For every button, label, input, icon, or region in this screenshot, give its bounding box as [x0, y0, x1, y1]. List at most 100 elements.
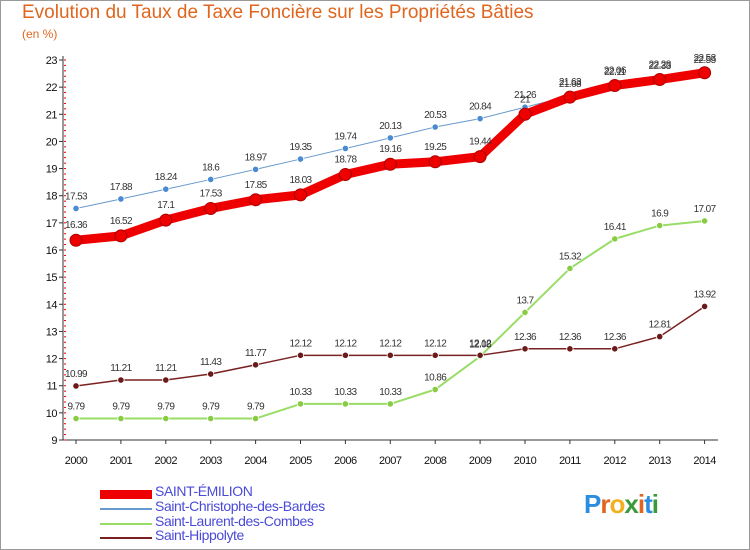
data-label: 17.53: [200, 188, 223, 199]
data-point: [476, 351, 484, 359]
x-tick-label: 2013: [648, 455, 671, 467]
data-label: 18.24: [155, 172, 178, 183]
data-label: 21.63: [559, 77, 582, 88]
data-label: 12.12: [334, 338, 357, 349]
data-label: 20.53: [424, 110, 447, 121]
data-point: [252, 165, 260, 173]
data-label: 19.74: [334, 131, 357, 142]
data-point: [252, 361, 260, 369]
x-tick-label: 2002: [155, 455, 178, 467]
y-tick-label: 13: [46, 326, 58, 338]
data-point: [700, 302, 709, 311]
data-label: 17.85: [245, 180, 268, 191]
data-point: [72, 382, 80, 390]
x-tick-label: 2007: [379, 455, 402, 467]
data-label: 18.03: [289, 175, 312, 186]
data-point: [207, 370, 215, 378]
data-point: [296, 351, 305, 359]
data-label: 9.79: [157, 402, 175, 413]
data-point: [566, 345, 574, 353]
data-label: 11.21: [155, 363, 177, 374]
data-label: 17.53: [65, 191, 88, 202]
data-point: [428, 155, 442, 169]
data-label: 16.9: [651, 209, 669, 220]
data-label: 22.33: [649, 61, 672, 72]
chart-title: Evolution du Taux de Taxe Foncière sur l…: [22, 2, 534, 23]
legend-label: Saint-Hippolyte: [155, 527, 244, 543]
logo-letter: i: [651, 489, 659, 519]
y-tick-label: 17: [46, 218, 58, 230]
legend-swatch: [100, 490, 152, 499]
data-point: [162, 414, 170, 423]
y-tick-label: 15: [46, 272, 58, 284]
y-tick-label: 16: [46, 245, 58, 257]
data-point: [431, 351, 439, 359]
y-tick-label: 14: [46, 299, 58, 311]
data-label: 21: [520, 94, 531, 105]
data-label: 22.53: [694, 53, 717, 64]
data-point: [653, 73, 667, 87]
data-label: 9.79: [112, 402, 130, 413]
legend-swatch: [100, 508, 152, 510]
data-label: 22.55: [694, 55, 717, 66]
data-label: 12.08: [469, 339, 492, 350]
data-point: [294, 188, 307, 202]
data-label: 22.06: [604, 66, 627, 77]
data-point: [296, 400, 305, 408]
data-label: 10.33: [289, 387, 312, 398]
y-tick-label: 18: [46, 191, 58, 203]
data-label: 22.11: [604, 67, 626, 78]
x-tick-label: 2010: [514, 455, 537, 467]
y-tick-label: 22: [46, 82, 58, 94]
data-point: [611, 235, 619, 243]
data-point: [566, 264, 574, 273]
data-point: [608, 79, 622, 93]
legend-label: SAINT-ÉMILION: [155, 483, 253, 499]
y-tick-label: 12: [46, 354, 58, 366]
y-tick-label: 20: [46, 136, 58, 148]
data-point: [563, 90, 577, 104]
y-tick-label: 9: [51, 435, 57, 447]
data-label: 10.99: [65, 369, 88, 380]
data-label: 12.36: [604, 332, 627, 343]
logo-letter: P: [584, 489, 601, 519]
data-label: 11.43: [200, 357, 222, 368]
data-point: [162, 376, 170, 384]
x-tick-label: 2012: [604, 455, 627, 467]
x-tick-label: 2003: [199, 455, 222, 467]
data-label: 17.07: [694, 204, 717, 215]
series-layer: [69, 66, 712, 423]
proxiti-logo: Proxiti: [584, 489, 659, 520]
data-label: 16.52: [110, 216, 133, 227]
data-point: [386, 134, 394, 142]
data-point: [386, 351, 394, 359]
axes: 9 10 11 12 13 14 15 16 17 18 19 20 21 22 23 2000 2001 200…: [46, 55, 718, 467]
data-label: 13.7: [516, 295, 534, 306]
data-label: 21.68: [559, 79, 582, 90]
data-point: [72, 204, 80, 213]
series-line: [71, 68, 710, 245]
data-point: [249, 193, 263, 207]
y-tick-label: 23: [46, 55, 58, 67]
data-labels-layer: 16.36 16.52 17.1 17.53 17.85 18.03 18.78 19.16 1…: [65, 53, 717, 413]
data-label: 16.36: [65, 220, 88, 231]
data-point: [207, 414, 215, 423]
data-point: [656, 332, 664, 341]
data-point: [476, 115, 484, 123]
logo-letter: x: [624, 489, 639, 519]
y-tick-label: 10: [46, 408, 58, 420]
data-point: [656, 221, 664, 230]
data-point: [296, 155, 305, 163]
data-label: 12.12: [469, 338, 492, 349]
x-tick-label: 2005: [289, 455, 312, 467]
data-point: [518, 107, 532, 121]
data-point: [700, 217, 709, 225]
logo-letter: i: [637, 489, 645, 519]
data-label: 12.12: [424, 338, 447, 349]
data-point: [252, 414, 260, 423]
data-label: 21.26: [514, 90, 537, 101]
data-label: 20.13: [379, 121, 402, 132]
data-label: 19.25: [424, 142, 447, 153]
